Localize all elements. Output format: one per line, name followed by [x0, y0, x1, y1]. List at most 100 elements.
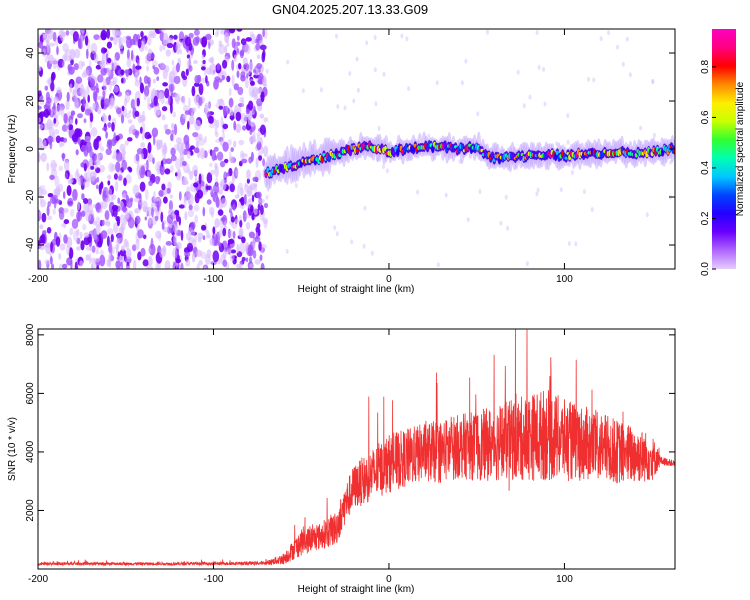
noise-blob — [39, 111, 46, 117]
noise-blob — [77, 113, 83, 119]
noise-blob — [128, 167, 133, 173]
noise-blob — [125, 174, 132, 184]
noise-blob — [162, 68, 168, 80]
noise-blob — [99, 254, 106, 267]
noise-blob — [255, 43, 261, 51]
noise-blob — [159, 248, 166, 258]
colorbar-tick-label: 0.6 — [700, 110, 711, 124]
noise-blob — [150, 237, 154, 250]
noise-blob — [79, 231, 83, 240]
noise-blob — [240, 38, 247, 46]
noise-blob — [119, 249, 126, 257]
noise-blob — [212, 183, 220, 194]
faint-blob — [382, 71, 386, 77]
noise-blob — [205, 75, 208, 84]
noise-blob — [237, 35, 240, 41]
noise-blob — [191, 85, 196, 97]
noise-blob — [38, 41, 43, 49]
spectrogram-y-axis-label: Frequency (Hz) — [7, 115, 18, 184]
noise-blob — [134, 110, 140, 117]
noise-blob — [119, 254, 125, 264]
noise-blob — [192, 36, 200, 47]
noise-blob — [111, 122, 115, 132]
noise-blob — [120, 69, 125, 76]
noise-blob — [96, 135, 102, 142]
noise-blob — [229, 115, 235, 120]
noise-blob — [189, 145, 195, 150]
noise-blob — [191, 107, 197, 113]
noise-blob — [256, 63, 262, 70]
noise-blob — [108, 253, 112, 264]
noise-blob — [222, 59, 228, 69]
noise-blob — [240, 158, 248, 164]
noise-blob — [135, 153, 140, 162]
snr-frame — [37, 328, 676, 570]
faint-blob — [506, 225, 510, 231]
noise-blob — [126, 49, 130, 60]
noise-blob — [46, 205, 50, 217]
noise-blob — [240, 196, 245, 206]
noise-blob — [38, 123, 43, 130]
noise-blob — [106, 141, 111, 149]
noise-blob — [252, 176, 258, 182]
noise-blob — [97, 74, 104, 83]
noise-blob — [186, 150, 191, 159]
noise-blob — [225, 185, 229, 191]
noise-blob — [53, 96, 59, 104]
noise-blob — [100, 230, 108, 239]
spectrogram-marks — [38, 29, 675, 269]
noise-blob — [82, 96, 86, 108]
noise-blob — [185, 186, 191, 198]
noise-blob — [106, 41, 112, 49]
faint-blob — [294, 183, 298, 188]
noise-blob — [239, 228, 243, 238]
noise-blob — [83, 232, 90, 238]
noise-blob — [173, 234, 178, 246]
noise-blob — [194, 214, 199, 224]
faint-blob — [335, 33, 338, 39]
snr-x-tick-label: 0 — [386, 574, 392, 585]
noise-blob — [263, 219, 268, 229]
noise-blob — [163, 142, 167, 154]
faint-blob — [504, 194, 508, 200]
noise-blob — [242, 210, 247, 223]
noise-blob — [243, 194, 247, 205]
snr-panel: -200 -100 0 100 2000 4000 6000 8000 Height of s… — [7, 323, 676, 595]
noise-blob — [155, 230, 162, 239]
noise-blob — [155, 175, 160, 185]
noise-blob — [62, 191, 66, 199]
noise-blob — [208, 123, 215, 129]
noise-blob — [203, 190, 208, 195]
noise-blob — [255, 157, 259, 168]
noise-blob — [252, 130, 256, 140]
noise-blob — [84, 108, 92, 116]
noise-blob — [90, 42, 98, 54]
noise-blob — [188, 97, 191, 109]
noise-blob — [147, 153, 154, 163]
noise-blob — [108, 114, 111, 122]
noise-blob — [44, 243, 51, 248]
noise-blob — [183, 104, 189, 112]
snr-x-tick-label: 100 — [556, 574, 573, 585]
noise-blob — [216, 119, 220, 129]
noise-blob — [237, 86, 244, 96]
noise-blob — [99, 59, 106, 69]
noise-blob — [178, 216, 181, 226]
noise-blob — [89, 112, 94, 123]
noise-blob — [208, 115, 214, 124]
faint-blob — [374, 101, 378, 107]
noise-blob — [203, 265, 207, 269]
noise-blob — [252, 250, 257, 259]
noise-blob — [253, 207, 258, 216]
noise-blob — [188, 32, 194, 39]
noise-blob — [42, 139, 47, 150]
noise-blob — [38, 138, 43, 149]
noise-blob — [199, 138, 205, 146]
faint-blob — [592, 77, 596, 83]
noise-blob — [38, 117, 41, 123]
noise-blob — [95, 203, 102, 210]
noise-blob — [224, 45, 228, 54]
noise-blob — [246, 178, 250, 184]
noise-blob — [226, 42, 230, 47]
noise-blob — [113, 85, 119, 93]
